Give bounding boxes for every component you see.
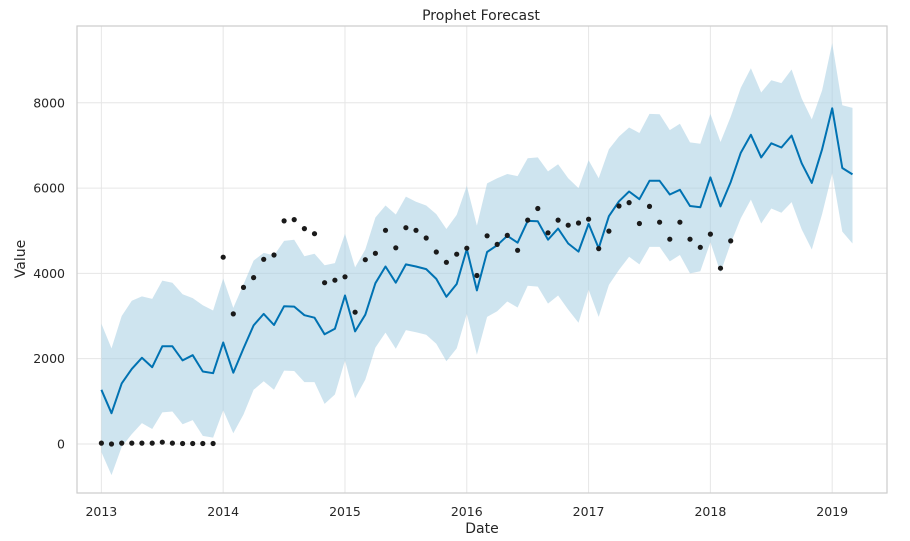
actual-data-point [159, 439, 165, 445]
actual-data-point [677, 219, 683, 225]
actual-data-point [119, 440, 125, 446]
x-tick-label: 2014 [207, 504, 239, 519]
actual-data-point [474, 272, 480, 279]
forecast-line [100, 107, 854, 415]
actual-data-point [342, 274, 348, 280]
actual-data-point [413, 227, 419, 233]
x-tick-label: 2015 [329, 504, 361, 519]
y-axis-label: Value [13, 240, 29, 278]
uncertainty-interval-band [101, 43, 853, 476]
actual-data-point [230, 311, 236, 317]
actual-data-point [403, 225, 409, 231]
y-tick-label: 8000 [33, 95, 65, 110]
y-tick-labels: 0 2000 4000 6000 8000 [33, 95, 65, 451]
actual-data-point [504, 232, 510, 238]
plot-frame [76, 25, 888, 494]
actual-data-point [271, 252, 277, 258]
actual-data-point [220, 254, 226, 260]
actual-data-point [352, 309, 358, 315]
actual-data-point [575, 220, 582, 226]
actual-data-point [657, 219, 663, 225]
actual-data-point [322, 280, 328, 286]
actual-data-point [393, 245, 399, 251]
y-tick-label: 6000 [33, 181, 65, 196]
actual-data-point [626, 200, 632, 206]
actual-data-point [311, 231, 318, 237]
actual-data-point [535, 205, 541, 212]
actual-data-point [240, 284, 247, 290]
x-tick-label: 2017 [573, 504, 605, 519]
actual-data-point [636, 220, 643, 227]
actual-data-point [717, 265, 724, 271]
actual-data-point [707, 231, 714, 237]
actual-data-point [251, 275, 257, 281]
actual-data-point [565, 222, 571, 228]
actual-data-point [433, 249, 439, 255]
actual-data-point [586, 216, 592, 222]
actual-data-point [108, 441, 115, 447]
actual-data-point [332, 277, 338, 283]
actual-data-point [606, 228, 612, 234]
actual-data-point [129, 440, 135, 446]
actual-data-point [362, 257, 368, 263]
y-tick-label: 2000 [33, 351, 65, 366]
actual-data-point [494, 241, 500, 247]
actual-data-point [149, 440, 155, 446]
actual-data-point [169, 440, 175, 446]
actual-data-point [687, 236, 693, 242]
actual-data-point [454, 251, 460, 257]
actual-points-layer [98, 200, 734, 447]
actual-data-point [423, 235, 429, 241]
actual-data-point [484, 233, 490, 239]
actual-data-point [697, 244, 703, 250]
actual-data-point [372, 250, 378, 256]
x-tick-label: 2019 [816, 504, 848, 519]
y-tick-label: 4000 [33, 266, 65, 281]
actual-data-point [525, 217, 531, 223]
actual-data-point [190, 440, 196, 447]
x-axis-label: Date [465, 521, 498, 537]
actual-data-point [139, 440, 145, 446]
actual-data-point [281, 218, 287, 224]
actual-data-point [382, 227, 389, 233]
actual-data-point [210, 440, 216, 447]
actual-data-point [515, 247, 521, 253]
actual-data-point [98, 440, 104, 446]
chart-title: Prophet Forecast [422, 8, 540, 24]
actual-data-point [596, 246, 602, 252]
actual-data-point [728, 238, 734, 244]
x-tick-label: 2013 [85, 504, 117, 519]
actual-data-point [180, 440, 186, 447]
actual-data-point [464, 245, 470, 251]
actual-data-point [616, 203, 622, 209]
x-tick-label: 2018 [694, 504, 726, 519]
uncertainty-band-layer [101, 43, 853, 476]
actual-data-point [443, 259, 449, 265]
actual-data-point [545, 230, 551, 236]
actual-data-point [261, 256, 267, 262]
actual-data-point [291, 217, 297, 223]
x-tick-labels: 2013 2014 2015 2016 2017 2018 2019 [85, 504, 848, 519]
forecast-line-layer [100, 107, 854, 415]
actual-data-point [301, 226, 307, 232]
actual-data-point [646, 203, 653, 209]
actual-data-point [667, 236, 673, 242]
actual-data-point [200, 440, 206, 447]
y-tick-label: 0 [57, 436, 65, 451]
actual-data-point [555, 217, 561, 223]
x-tick-label: 2016 [451, 504, 483, 519]
